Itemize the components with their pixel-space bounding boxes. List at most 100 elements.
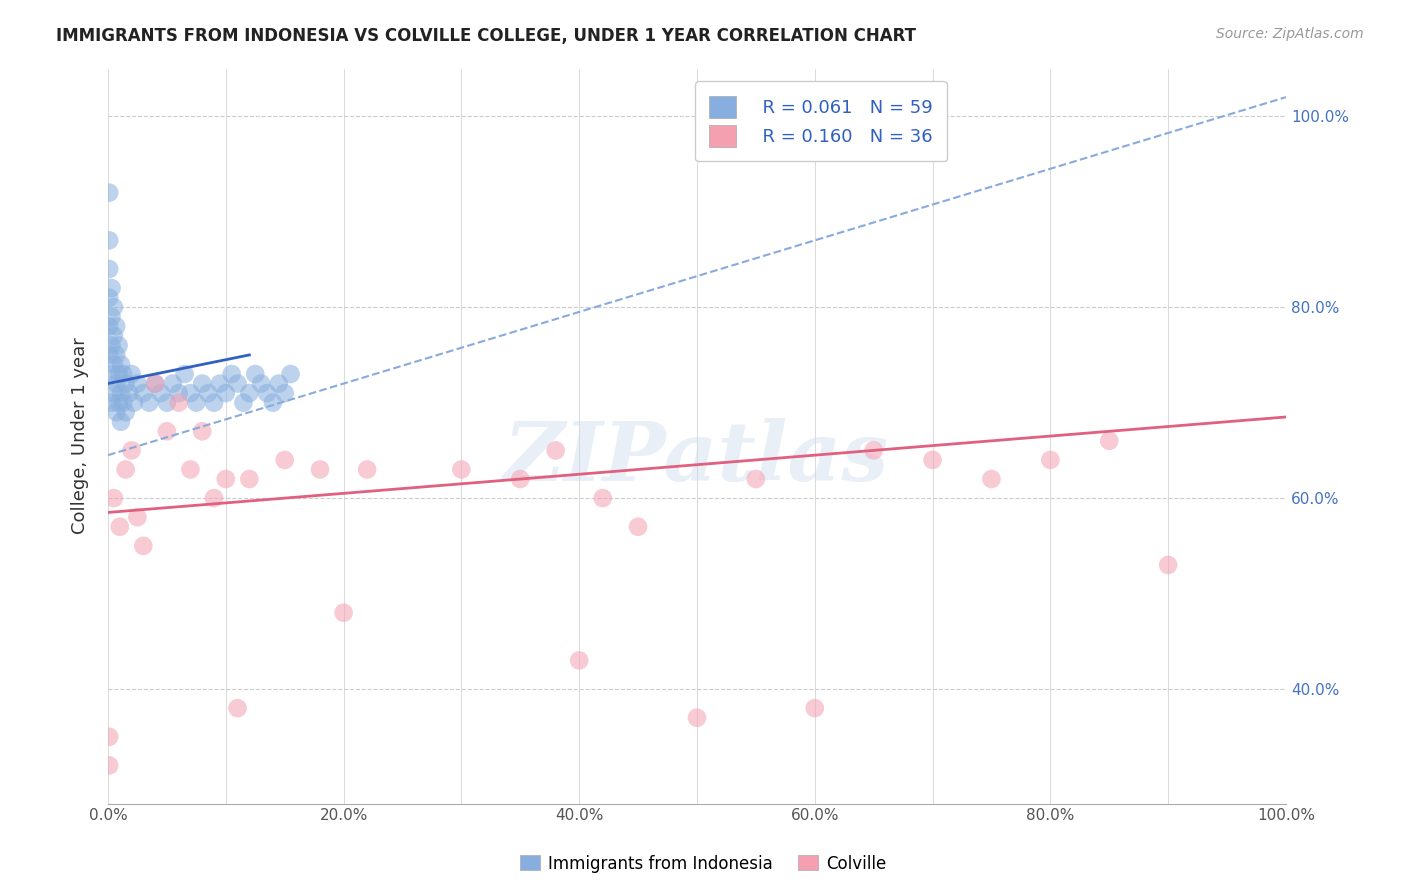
Point [103,300,125,314]
Point [862,443,884,458]
Point [110,386,132,401]
Point [112,367,135,381]
Point [221,367,243,381]
Text: ZIPatlas: ZIPatlas [505,418,890,498]
Point [105,319,128,334]
Point [191,376,214,391]
Point [156,395,179,409]
Point [114,376,136,391]
Point [1157,558,1180,572]
Point [98,348,121,362]
Legend:   R = 0.061   N = 59,   R = 0.160   N = 36: R = 0.061 N = 59, R = 0.160 N = 36 [695,81,948,161]
Point [544,443,567,458]
Point [132,386,155,401]
Point [105,376,128,391]
Point [100,395,122,409]
Point [509,472,531,486]
Point [245,367,267,381]
Point [208,376,231,391]
Point [107,338,129,352]
Point [238,386,260,401]
Point [103,328,125,343]
Point [202,491,225,505]
Point [112,395,135,409]
Point [262,395,284,409]
Point [450,462,472,476]
Point [179,386,201,401]
Point [121,443,143,458]
Point [167,395,190,409]
Point [98,291,121,305]
Point [132,539,155,553]
Point [103,491,125,505]
Point [162,376,184,391]
Point [105,405,128,419]
Point [100,338,122,352]
Point [238,472,260,486]
Point [232,395,254,409]
Point [250,376,273,391]
Point [186,395,208,409]
Point [114,462,136,476]
Point [118,386,141,401]
Point [226,376,249,391]
Text: Source: ZipAtlas.com: Source: ZipAtlas.com [1216,27,1364,41]
Point [273,386,295,401]
Point [150,386,173,401]
Point [179,462,201,476]
Point [100,310,122,324]
Point [215,386,238,401]
Point [110,358,132,372]
Point [686,711,709,725]
Point [197,386,219,401]
Point [98,262,121,277]
Y-axis label: College, Under 1 year: College, Under 1 year [72,338,89,534]
Point [156,425,179,439]
Point [127,376,149,391]
Point [273,453,295,467]
Point [138,395,160,409]
Point [202,395,225,409]
Point [110,415,132,429]
Point [122,395,145,409]
Point [226,701,249,715]
Point [215,472,238,486]
Point [256,386,278,401]
Point [143,376,166,391]
Point [280,367,302,381]
Point [98,186,121,200]
Point [745,472,768,486]
Point [592,491,614,505]
Point [332,606,354,620]
Point [121,367,143,381]
Point [108,520,131,534]
Point [1039,453,1062,467]
Point [1098,434,1121,448]
Point [356,462,378,476]
Point [105,348,128,362]
Point [921,453,943,467]
Point [98,233,121,247]
Point [107,367,129,381]
Point [191,425,214,439]
Point [309,462,332,476]
Point [98,758,121,772]
Point [98,319,121,334]
Point [100,367,122,381]
Point [98,730,121,744]
Point [267,376,290,391]
Point [167,386,190,401]
Point [568,653,591,667]
Point [103,358,125,372]
Point [103,386,125,401]
Point [980,472,1002,486]
Point [100,281,122,295]
Point [803,701,825,715]
Point [107,395,129,409]
Text: IMMIGRANTS FROM INDONESIA VS COLVILLE COLLEGE, UNDER 1 YEAR CORRELATION CHART: IMMIGRANTS FROM INDONESIA VS COLVILLE CO… [56,27,917,45]
Point [627,520,650,534]
Point [114,405,136,419]
Point [143,376,166,391]
Point [127,510,149,524]
Legend: Immigrants from Indonesia, Colville: Immigrants from Indonesia, Colville [513,848,893,880]
